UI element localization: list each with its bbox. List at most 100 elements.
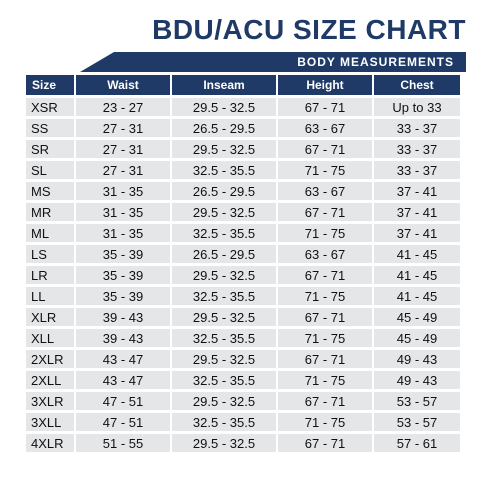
height-cell: 63 - 67 [278,119,372,137]
inseam-cell: 32.5 - 35.5 [172,224,276,242]
height-cell: 67 - 71 [278,140,372,158]
chest-cell: 41 - 45 [374,287,460,305]
chest-cell: 49 - 43 [374,350,460,368]
height-cell: 63 - 67 [278,245,372,263]
waist-cell: 23 - 27 [76,98,170,116]
inseam-cell: 29.5 - 32.5 [172,140,276,158]
table-row: LS 35 - 39 26.5 - 29.5 63 - 67 41 - 45 [26,245,460,263]
table-row: ML 31 - 35 32.5 - 35.5 71 - 75 37 - 41 [26,224,460,242]
table-row: 2XLR 43 - 47 29.5 - 32.5 67 - 71 49 - 43 [26,350,460,368]
waist-cell: 43 - 47 [76,350,170,368]
chest-cell: 33 - 37 [374,140,460,158]
header-inseam: Inseam [172,75,276,95]
height-cell: 67 - 71 [278,203,372,221]
chest-cell: Up to 33 [374,98,460,116]
waist-cell: 43 - 47 [76,371,170,389]
header-waist: Waist [76,75,170,95]
waist-cell: 39 - 43 [76,308,170,326]
size-cell: LR [26,266,74,284]
height-cell: 71 - 75 [278,224,372,242]
size-cell: SR [26,140,74,158]
inseam-cell: 29.5 - 32.5 [172,392,276,410]
chest-cell: 49 - 43 [374,371,460,389]
chest-cell: 57 - 61 [374,434,460,452]
body-measurements-banner: BODY MEASUREMENTS [80,52,466,72]
waist-cell: 27 - 31 [76,119,170,137]
table-row: LL 35 - 39 32.5 - 35.5 71 - 75 41 - 45 [26,287,460,305]
size-cell: 2XLR [26,350,74,368]
waist-cell: 51 - 55 [76,434,170,452]
height-cell: 67 - 71 [278,350,372,368]
waist-cell: 27 - 31 [76,161,170,179]
chart-title: BDU/ACU SIZE CHART [152,14,466,45]
size-cell: LL [26,287,74,305]
size-cell: XSR [26,98,74,116]
chest-cell: 53 - 57 [374,392,460,410]
inseam-cell: 32.5 - 35.5 [172,161,276,179]
table-row: 3XLR 47 - 51 29.5 - 32.5 67 - 71 53 - 57 [26,392,460,410]
inseam-cell: 29.5 - 32.5 [172,266,276,284]
size-cell: ML [26,224,74,242]
waist-cell: 47 - 51 [76,392,170,410]
table-row: SL 27 - 31 32.5 - 35.5 71 - 75 33 - 37 [26,161,460,179]
waist-cell: 31 - 35 [76,203,170,221]
table-row: 2XLL 43 - 47 32.5 - 35.5 71 - 75 49 - 43 [26,371,460,389]
size-cell: SS [26,119,74,137]
waist-cell: 31 - 35 [76,224,170,242]
inseam-cell: 32.5 - 35.5 [172,371,276,389]
size-cell: LS [26,245,74,263]
inseam-cell: 29.5 - 32.5 [172,308,276,326]
waist-cell: 35 - 39 [76,245,170,263]
table-row: MS 31 - 35 26.5 - 29.5 63 - 67 37 - 41 [26,182,460,200]
table-row: SR 27 - 31 29.5 - 32.5 67 - 71 33 - 37 [26,140,460,158]
waist-cell: 35 - 39 [76,266,170,284]
table-row: SS 27 - 31 26.5 - 29.5 63 - 67 33 - 37 [26,119,460,137]
chest-cell: 33 - 37 [374,119,460,137]
inseam-cell: 29.5 - 32.5 [172,434,276,452]
chest-cell: 45 - 49 [374,329,460,347]
chest-cell: 41 - 45 [374,245,460,263]
height-cell: 67 - 71 [278,266,372,284]
size-cell: XLR [26,308,74,326]
header-chest: Chest [374,75,460,95]
size-cell: 2XLL [26,371,74,389]
header-row: Size Waist Inseam Height Chest [26,75,460,95]
chest-cell: 37 - 41 [374,224,460,242]
chest-cell: 37 - 41 [374,182,460,200]
height-cell: 67 - 71 [278,98,372,116]
waist-cell: 27 - 31 [76,140,170,158]
chest-cell: 45 - 49 [374,308,460,326]
chest-cell: 37 - 41 [374,203,460,221]
table-row: XLL 39 - 43 32.5 - 35.5 71 - 75 45 - 49 [26,329,460,347]
waist-cell: 31 - 35 [76,182,170,200]
table-row: XSR 23 - 27 29.5 - 32.5 67 - 71 Up to 33 [26,98,460,116]
size-cell: SL [26,161,74,179]
inseam-cell: 29.5 - 32.5 [172,98,276,116]
table-row: 3XLL 47 - 51 32.5 - 35.5 71 - 75 53 - 57 [26,413,460,431]
size-cell: 3XLL [26,413,74,431]
inseam-cell: 32.5 - 35.5 [172,287,276,305]
chest-cell: 41 - 45 [374,266,460,284]
table-body: XSR 23 - 27 29.5 - 32.5 67 - 71 Up to 33 SS 27… [26,98,460,452]
inseam-cell: 26.5 - 29.5 [172,245,276,263]
waist-cell: 35 - 39 [76,287,170,305]
size-cell: 3XLR [26,392,74,410]
banner-label: BODY MEASUREMENTS [297,55,454,69]
waist-cell: 47 - 51 [76,413,170,431]
waist-cell: 39 - 43 [76,329,170,347]
size-table: Size Waist Inseam Height Chest XSR 23 - 2… [24,72,462,455]
header-height: Height [278,75,372,95]
height-cell: 67 - 71 [278,308,372,326]
height-cell: 71 - 75 [278,287,372,305]
size-cell: 4XLR [26,434,74,452]
inseam-cell: 29.5 - 32.5 [172,203,276,221]
table-row: XLR 39 - 43 29.5 - 32.5 67 - 71 45 - 49 [26,308,460,326]
height-cell: 63 - 67 [278,182,372,200]
height-cell: 67 - 71 [278,392,372,410]
inseam-cell: 26.5 - 29.5 [172,119,276,137]
size-cell: MR [26,203,74,221]
inseam-cell: 32.5 - 35.5 [172,413,276,431]
chest-cell: 53 - 57 [374,413,460,431]
inseam-cell: 29.5 - 32.5 [172,350,276,368]
table-row: MR 31 - 35 29.5 - 32.5 67 - 71 37 - 41 [26,203,460,221]
